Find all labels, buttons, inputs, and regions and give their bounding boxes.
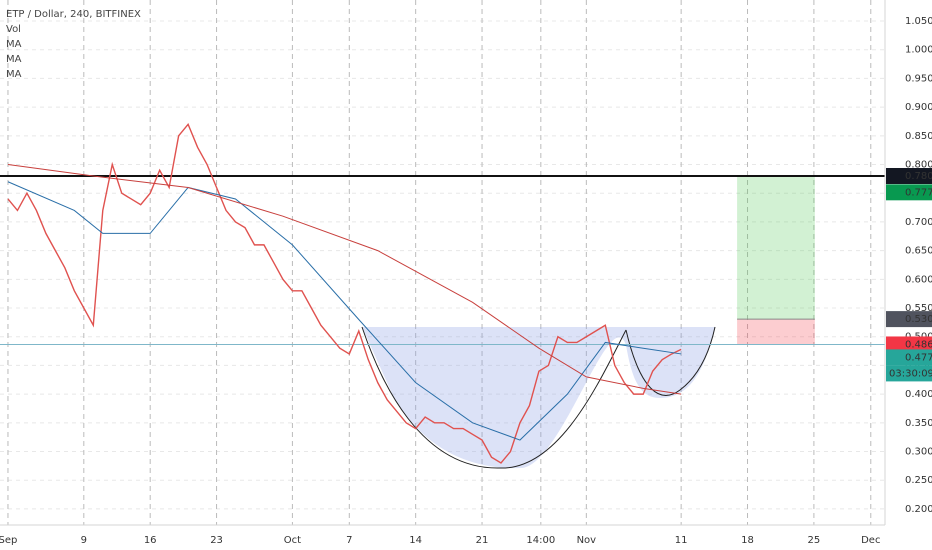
legend-indicator: MA bbox=[6, 69, 22, 80]
price-label: 0.5307 bbox=[905, 314, 932, 325]
x-tick-label: 9 bbox=[81, 535, 87, 546]
handle-curve bbox=[625, 326, 716, 396]
price-label-box bbox=[886, 184, 932, 201]
legend-indicator: MA bbox=[6, 39, 22, 50]
legend-indicator: Vol bbox=[6, 24, 21, 35]
x-tick-label: 25 bbox=[808, 535, 821, 546]
price-label-box bbox=[886, 311, 932, 328]
moving-average bbox=[7, 181, 682, 441]
x-tick-label: 16 bbox=[144, 535, 157, 546]
x-tick-label: 18 bbox=[741, 535, 754, 546]
legend-indicator: MA bbox=[6, 54, 22, 65]
cup-curve bbox=[361, 326, 627, 469]
legend-title: ETP / Dollar, 240, BITFINEX bbox=[6, 9, 141, 20]
price-label: 0.4865 bbox=[905, 339, 932, 350]
x-tick-label: 23 bbox=[210, 535, 223, 546]
price-label-box bbox=[886, 349, 932, 366]
x-tick-label: Dec bbox=[861, 535, 880, 546]
moving-average bbox=[7, 164, 682, 395]
x-tick-label: 7 bbox=[346, 535, 352, 546]
countdown-box bbox=[886, 365, 932, 382]
axes: 1.05001.00000.95000.90000.85000.80000.75… bbox=[0, 16, 932, 546]
price-label: 0.4779 bbox=[905, 352, 932, 363]
y-tick-label: 1.0500 bbox=[905, 16, 932, 27]
stop-zone bbox=[737, 319, 815, 345]
price-line-series bbox=[7, 122, 682, 464]
y-tick-label: 0.2000 bbox=[905, 504, 932, 515]
x-tick-label: Sep bbox=[0, 535, 17, 546]
cup-pattern bbox=[362, 327, 715, 469]
marks bbox=[0, 122, 885, 464]
x-tick-label: 14:00 bbox=[526, 535, 555, 546]
countdown: 03:30:09 bbox=[889, 368, 932, 379]
x-tick-label: Oct bbox=[284, 535, 301, 546]
price-label: 0.7777 bbox=[905, 187, 932, 198]
x-tick-label: 21 bbox=[476, 535, 489, 546]
target-zone bbox=[737, 175, 815, 320]
x-tick-label: Nov bbox=[577, 535, 597, 546]
x-tick-label: 14 bbox=[409, 535, 422, 546]
x-tick-label: 11 bbox=[675, 535, 688, 546]
price-label-box bbox=[886, 167, 932, 184]
price-label-box bbox=[886, 336, 932, 353]
